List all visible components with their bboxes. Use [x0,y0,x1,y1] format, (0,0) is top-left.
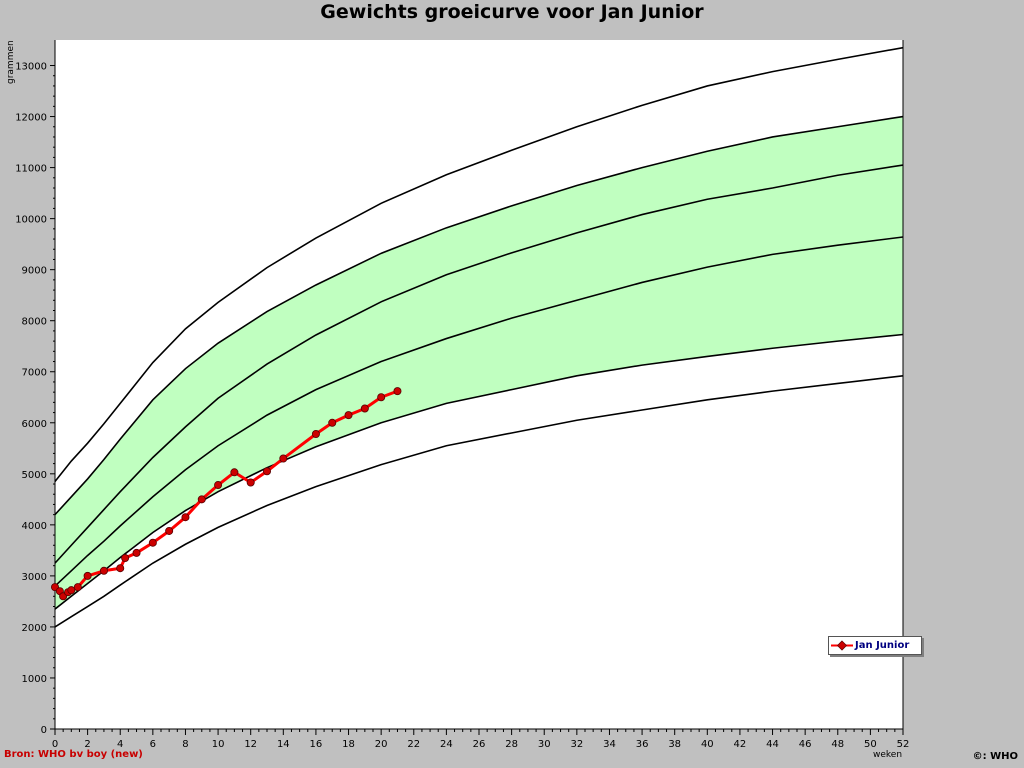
x-tick-label: 34 [603,739,616,750]
legend: Jan Junior [828,636,922,655]
data-point[interactable] [246,478,255,487]
data-point[interactable] [165,526,174,535]
y-tick-label: 12000 [15,113,47,124]
x-tick-label: 30 [538,739,551,750]
x-tick-label: 16 [310,739,323,750]
data-point[interactable] [328,418,337,427]
data-point[interactable] [197,495,206,504]
x-tick-label: 8 [182,739,188,750]
data-point[interactable] [214,481,223,490]
x-tick-label: 26 [473,739,486,750]
x-tick-label: 10 [212,739,225,750]
data-point[interactable] [121,554,130,563]
data-point[interactable] [181,513,190,522]
reference-curve-4 [54,164,904,564]
y-tick-label: 6000 [22,419,47,430]
y-tick-label: 5000 [22,470,47,481]
reference-curve-6 [54,46,904,482]
x-tick-label: 22 [407,739,420,750]
axes: 0100020003000400050006000700080009000100… [15,40,909,750]
y-tick-label: 1000 [22,674,47,685]
reference-curve-5 [54,115,904,516]
y-tick-label: 9000 [22,266,47,277]
x-tick-label: 42 [734,739,747,750]
x-tick-label: 38 [668,739,681,750]
data-point[interactable] [393,387,402,396]
x-tick-label: 4 [117,739,123,750]
percentile-band-fill [55,116,903,610]
y-tick-label: 4000 [22,521,47,532]
data-point[interactable] [262,467,271,476]
y-tick-label: 2000 [22,623,47,634]
x-axis-label: weken [873,750,902,760]
y-tick-label: 3000 [22,572,47,583]
data-point[interactable] [99,566,108,575]
x-tick-label: 18 [342,739,355,750]
x-tick-label: 14 [277,739,290,750]
copyright-note: ©: WHO [972,751,1018,762]
data-point[interactable] [360,404,369,413]
y-tick-label: 8000 [22,317,47,328]
x-tick-label: 20 [375,739,388,750]
x-tick-label: 52 [897,739,910,750]
data-point[interactable] [279,454,288,463]
reference-curve-3 [54,236,904,587]
data-point[interactable] [67,586,76,595]
x-tick-label: 44 [766,739,779,750]
data-point[interactable] [83,571,92,580]
y-tick-label: 11000 [15,164,47,175]
x-tick-label: 46 [799,739,812,750]
data-point[interactable] [148,538,157,547]
x-tick-label: 0 [52,739,58,750]
x-tick-label: 50 [864,739,877,750]
x-tick-label: 12 [244,739,257,750]
data-point[interactable] [230,468,239,477]
x-tick-label: 40 [701,739,714,750]
series-jan-junior [51,387,402,601]
data-point[interactable] [377,393,386,402]
reference-curve-1 [54,375,904,628]
data-point[interactable] [116,564,125,573]
data-point[interactable] [132,548,141,557]
x-tick-label: 24 [440,739,453,750]
x-tick-label: 48 [831,739,844,750]
x-tick-label: 6 [150,739,156,750]
data-point[interactable] [73,583,82,592]
data-point[interactable] [344,411,353,420]
x-tick-label: 36 [636,739,649,750]
y-tick-label: 13000 [15,62,47,73]
x-tick-label: 32 [570,739,583,750]
y-tick-label: 0 [41,725,47,736]
x-tick-label: 2 [84,739,90,750]
legend-label-jan-junior: Jan Junior [855,640,910,651]
legend-marker-icon [831,640,853,651]
chart-title: Gewichts groeicurve voor Jan Junior [320,1,704,23]
source-note: Bron: WHO bv boy (new) [4,749,143,760]
percentile-band [55,116,903,610]
y-tick-label: 7000 [22,368,47,379]
y-axis-label: grammen [6,40,16,84]
data-point[interactable] [311,430,320,439]
y-tick-label: 10000 [15,215,47,226]
x-tick-label: 28 [505,739,518,750]
